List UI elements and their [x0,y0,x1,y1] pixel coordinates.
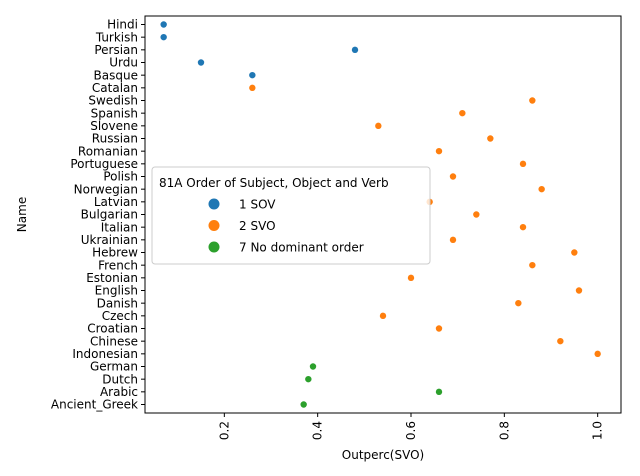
legend-label: 2 SVO [239,219,276,233]
legend-label: 1 SOV [239,197,276,211]
x-axis-title: Outperc(SVO) [342,448,424,462]
data-point [529,261,536,269]
data-point [435,325,443,332]
data-point [375,122,382,130]
data-point [407,274,415,282]
legend-marker [208,241,220,253]
x-tick-label: 0.4 [311,421,325,440]
y-tick-label: Portuguese [70,157,138,171]
data-point [305,375,312,383]
y-tick-label: Turkish [95,30,138,44]
data-point [197,59,205,66]
y-tick-label: Norwegian [74,182,138,196]
y-tick-label: Russian [92,132,138,146]
y-tick-label: Dutch [102,372,138,386]
x-tick-label: 0.6 [404,421,418,440]
y-tick-label: Persian [94,43,138,57]
y-tick-label: Ukrainian [81,233,138,247]
data-point [519,223,527,231]
y-tick-label: Hindi [107,18,138,32]
legend-box [151,166,431,265]
data-point [515,299,522,307]
y-tick-label: Croatian [87,322,138,336]
data-point [160,33,167,41]
y-tick-label: English [95,284,138,298]
y-tick-label: Ancient_Greek [51,398,138,412]
legend-marker [208,220,220,231]
data-point [538,185,545,193]
legend-entries: 1 SOV 2 SVO 7 No dominant order [208,197,364,254]
y-tick-label: Spanish [91,106,138,120]
y-tick-label: German [90,360,138,374]
data-point [249,71,256,79]
y-tick-label: Indonesian [72,347,138,361]
y-tick-label: Polish [103,170,138,184]
y-tick-label: Italian [101,220,138,234]
data-point [160,21,167,28]
y-tick-label: Slovene [90,119,138,133]
y-tick-label: Chinese [90,334,138,348]
y-tick-layer: HindiTurkishPersianUrduBasqueCatalanSwed… [51,18,145,412]
data-point [449,236,457,244]
x-tick-layer: 0.2 0.4 0.6 0.8 1.0 [217,413,605,440]
x-tick-label: 0.8 [497,421,511,440]
y-tick-label: French [98,258,138,272]
data-point [519,160,527,168]
data-point [557,337,564,345]
data-point [571,249,578,256]
data-point [435,388,443,396]
data-point [473,211,480,218]
data-point [449,173,457,180]
legend-marker [208,198,220,210]
data-point [351,46,359,54]
data-point [575,287,583,294]
x-tick-label: 1.0 [591,421,605,440]
y-tick-label: Catalan [92,81,138,95]
legend-label: 7 No dominant order [239,240,364,254]
data-point [594,350,601,358]
y-tick-label: Estonian [86,271,138,285]
y-tick-label: Czech [102,309,138,323]
data-point [249,84,256,92]
data-point [487,135,494,142]
legend-title: 81A Order of Subject, Object and Verb [159,176,389,190]
y-tick-label: Basque [94,68,138,82]
data-point [379,312,387,320]
data-point [459,109,466,117]
y-tick-label: Danish [97,296,138,310]
y-tick-label: Bulgarian [81,208,138,222]
y-tick-label: Swedish [88,94,138,108]
data-point [300,401,307,408]
y-tick-label: Hebrew [92,246,138,260]
plot-frame [144,15,622,414]
y-tick-label: Urdu [109,56,138,70]
y-tick-label: Arabic [100,385,138,399]
point-layer [160,21,601,408]
legend: 81A Order of Subject, Object and Verb 1 … [151,166,431,265]
y-tick-label: Latvian [94,195,138,209]
y-tick-label: Romanian [78,144,138,158]
y-axis-title: Name [15,197,29,232]
data-point [529,97,536,104]
x-tick-label: 0.2 [217,421,231,440]
data-point [435,147,443,155]
data-point [309,363,317,370]
